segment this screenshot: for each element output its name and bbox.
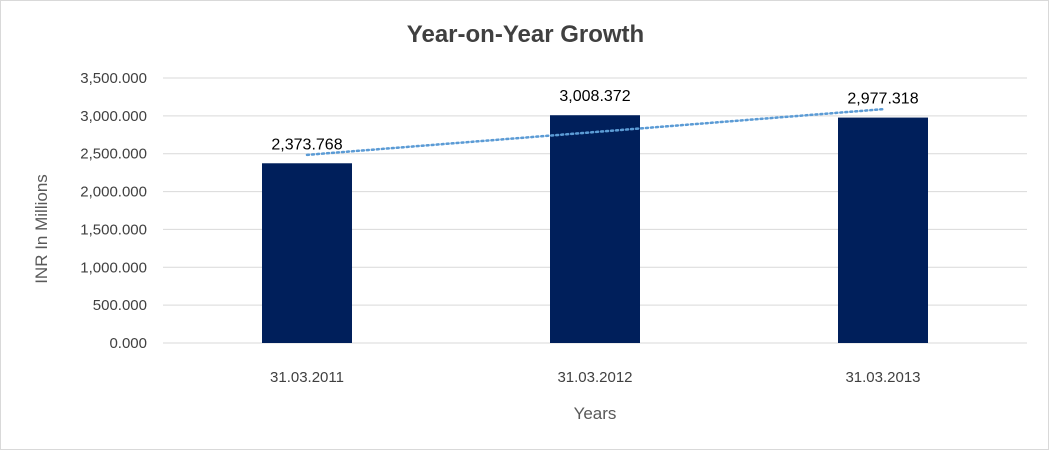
x-tick-label: 31.03.2013 <box>845 369 920 386</box>
data-label: 2,373.768 <box>271 136 342 153</box>
y-tick-label: 0.000 <box>109 335 147 352</box>
y-tick-label: 2,500.000 <box>80 146 147 163</box>
data-label: 3,008.372 <box>559 88 630 105</box>
x-tick-label: 31.03.2012 <box>557 369 632 386</box>
x-axis-title: Years <box>574 404 617 423</box>
y-tick-label: 2,000.000 <box>80 184 147 201</box>
y-axis-ticks: 0.000 500.000 1,000.000 1,500.000 2,000.000 2… <box>80 70 147 352</box>
bar <box>838 117 928 343</box>
x-axis-ticks: 31.03.2011 31.03.2012 31.03.2013 <box>270 369 921 386</box>
y-tick-label: 3,000.000 <box>80 108 147 125</box>
bar <box>262 163 352 343</box>
x-tick-label: 31.03.2011 <box>270 369 344 386</box>
data-label: 2,977.318 <box>847 91 918 108</box>
y-tick-label: 3,500.000 <box>80 70 147 87</box>
chart-title: Year-on-Year Growth <box>406 21 645 48</box>
y-tick-label: 500.000 <box>93 297 147 314</box>
trendline-group <box>305 107 885 157</box>
bar <box>550 115 640 343</box>
y-axis-title: INR In Millions <box>32 174 51 284</box>
data-labels: 2,373.768 3,008.372 2,977.318 <box>271 88 918 153</box>
y-tick-label: 1,500.000 <box>80 221 147 238</box>
bars <box>262 115 928 343</box>
trendline <box>305 107 885 157</box>
y-tick-label: 1,000.000 <box>80 259 147 276</box>
